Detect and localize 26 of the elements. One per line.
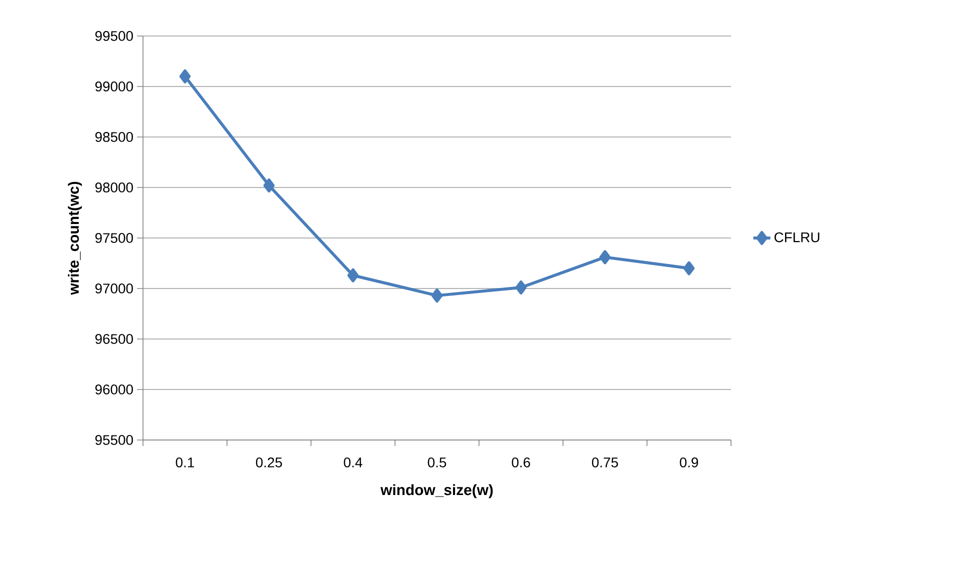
point	[179, 69, 191, 84]
y-tick-label: 96500	[95, 334, 133, 344]
y-tick-label: 97000	[95, 284, 133, 294]
y-tick-label: 98500	[95, 132, 133, 142]
y-tick-label: 96000	[95, 384, 133, 394]
y-tick-label: 99500	[95, 31, 133, 41]
y-tick-label: 95500	[95, 435, 133, 445]
x-tick-label: 0.1	[176, 457, 194, 468]
point	[431, 288, 443, 303]
x-tick-label: 0.5	[428, 457, 446, 468]
x-tick-label: 0.25	[256, 457, 282, 468]
x-axis-title: window_size(w)	[380, 484, 493, 498]
legend-label: CFLRU	[774, 232, 820, 242]
point	[347, 268, 359, 282]
y-tick-label: 99000	[95, 82, 133, 92]
point	[683, 261, 695, 276]
point	[599, 250, 611, 264]
y-tick-label: 97500	[95, 233, 133, 243]
y-tick-label: 98000	[95, 182, 133, 192]
x-tick-label: 0.75	[592, 457, 618, 468]
point	[515, 280, 527, 294]
x-tick-label: 0.9	[680, 457, 698, 468]
x-tick-label: 0.4	[344, 457, 362, 468]
point	[263, 178, 275, 192]
x-tick-label: 0.6	[512, 457, 530, 468]
y-axis-title: write_count(wc)	[68, 182, 82, 295]
